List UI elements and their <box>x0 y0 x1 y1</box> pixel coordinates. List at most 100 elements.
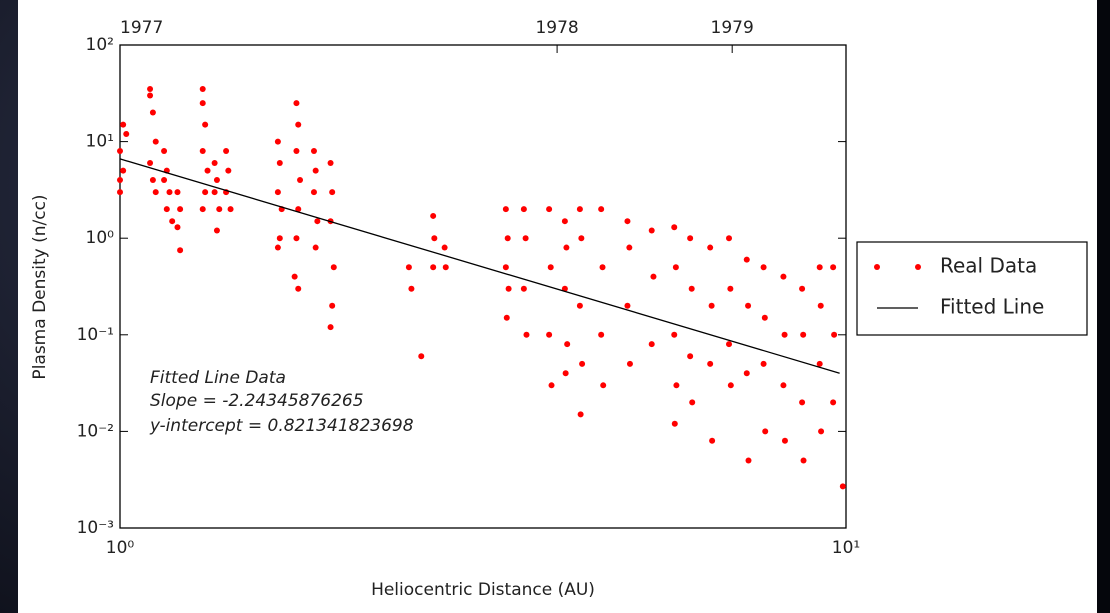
data-point <box>760 264 767 271</box>
y-axis-label: Plasma Density (n/cc) <box>30 194 50 379</box>
data-point <box>520 285 527 292</box>
data-point <box>743 370 750 377</box>
data-point <box>276 160 283 167</box>
data-point <box>799 285 806 292</box>
data-point <box>204 167 211 174</box>
data-point <box>211 160 218 167</box>
data-point <box>600 382 607 389</box>
data-point <box>174 189 181 196</box>
legend-label: Real Data <box>940 254 1037 278</box>
y-tick-label: 10² <box>86 35 114 55</box>
data-point <box>117 147 123 154</box>
data-point <box>161 177 168 184</box>
data-point <box>223 147 230 154</box>
data-point <box>117 177 123 184</box>
data-point <box>707 360 714 367</box>
legend-marker <box>874 264 880 270</box>
data-point <box>117 189 123 196</box>
x-axis-label: Heliocentric Distance (AU) <box>371 580 595 600</box>
data-point <box>202 121 209 128</box>
data-point <box>441 244 448 251</box>
data-point <box>199 206 206 213</box>
data-point <box>431 235 438 242</box>
data-point <box>312 244 319 251</box>
data-point <box>327 160 334 167</box>
data-point <box>548 382 555 389</box>
data-point <box>546 206 553 213</box>
data-point <box>598 331 605 338</box>
data-point <box>523 331 530 338</box>
data-point <box>295 121 302 128</box>
data-point <box>727 382 734 389</box>
data-point <box>726 341 733 348</box>
data-point <box>671 420 678 427</box>
data-point <box>225 167 232 174</box>
x-tick-label: 10¹ <box>832 538 860 558</box>
data-point <box>120 121 127 128</box>
data-point <box>152 138 159 145</box>
data-point <box>578 235 585 242</box>
x-tick-label: 10⁰ <box>106 538 135 558</box>
data-point <box>672 264 679 271</box>
annotation-text: Fitted Line Data <box>150 368 286 388</box>
data-point <box>547 264 554 271</box>
data-point <box>799 399 806 406</box>
data-point <box>707 244 714 251</box>
data-point <box>147 92 154 99</box>
legend <box>856 241 1088 336</box>
data-point <box>295 285 302 292</box>
data-point <box>817 302 824 309</box>
data-point <box>650 273 657 280</box>
data-point <box>123 130 130 137</box>
data-point <box>163 206 170 213</box>
data-point <box>177 247 184 254</box>
x2-tick-label: 1977 <box>120 18 163 38</box>
data-point <box>293 235 300 242</box>
data-point <box>199 86 206 93</box>
data-point <box>626 360 633 367</box>
data-point <box>408 285 415 292</box>
data-point <box>800 331 807 338</box>
data-point <box>599 264 606 271</box>
data-point <box>169 218 176 225</box>
y-tick-label: 10⁻² <box>77 421 114 441</box>
data-point <box>689 399 696 406</box>
data-point <box>274 244 281 251</box>
data-point <box>648 341 655 348</box>
data-point <box>576 206 583 213</box>
data-point <box>577 411 584 418</box>
data-point <box>624 302 631 309</box>
fitted-line <box>119 158 840 374</box>
data-point <box>546 331 553 338</box>
legend-marker <box>915 264 921 270</box>
data-point <box>745 302 752 309</box>
annotation-text: y-intercept = 0.821341823698 <box>149 416 414 436</box>
y-tick-label: 10⁻³ <box>77 518 114 538</box>
y-tick-label: 10⁻¹ <box>77 325 114 345</box>
legend-label: Fitted Line <box>940 295 1044 319</box>
data-point <box>579 360 586 367</box>
data-point <box>726 235 733 242</box>
data-point <box>708 302 715 309</box>
data-point <box>293 100 300 107</box>
data-point <box>762 428 769 435</box>
data-point <box>216 206 223 213</box>
data-point <box>562 370 569 377</box>
data-point <box>673 382 680 389</box>
data-point <box>199 100 206 107</box>
data-point <box>745 457 752 464</box>
data-point <box>727 285 734 292</box>
data-point <box>227 206 234 213</box>
data-point <box>709 437 716 444</box>
data-point <box>274 189 281 196</box>
data-point <box>564 341 571 348</box>
x2-tick-label: 1979 <box>711 18 754 38</box>
data-point <box>199 147 206 154</box>
data-point <box>503 314 510 321</box>
data-point <box>671 224 678 231</box>
data-point <box>761 314 768 321</box>
data-point <box>760 360 767 367</box>
data-point <box>211 189 218 196</box>
